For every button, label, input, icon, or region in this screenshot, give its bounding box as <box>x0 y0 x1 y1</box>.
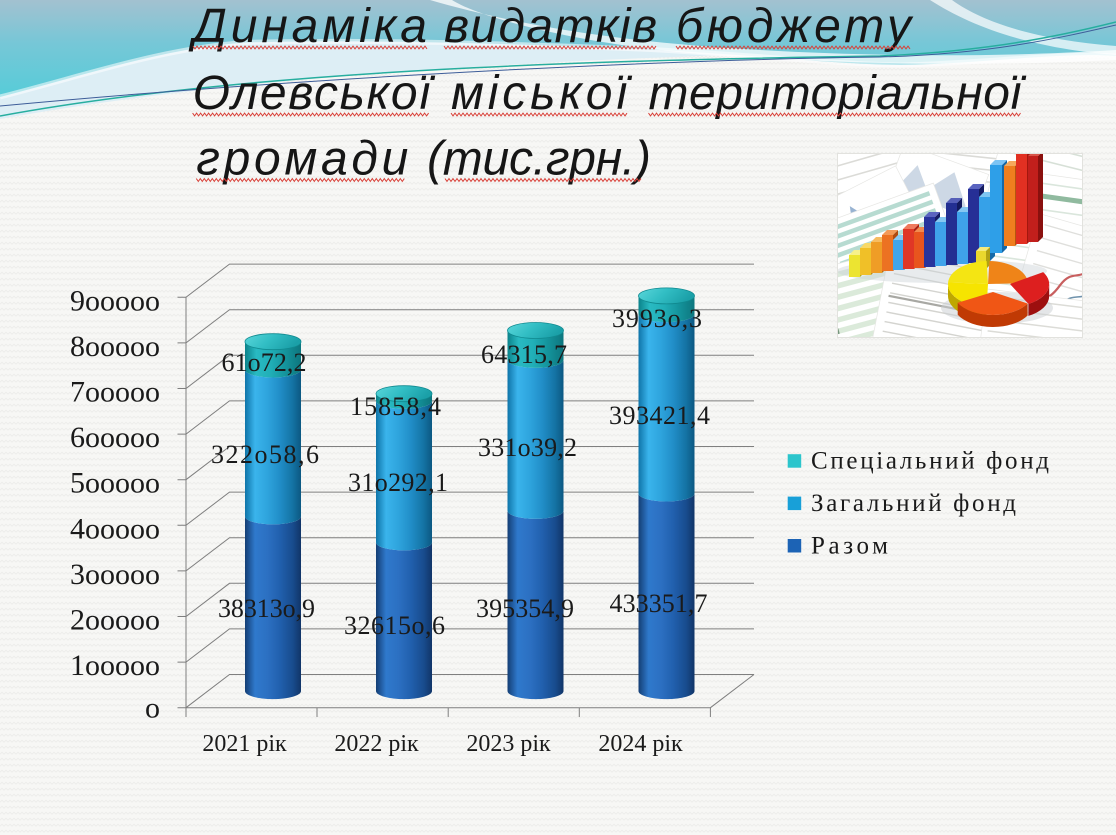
svg-text:331o39,2: 331o39,2 <box>478 433 577 462</box>
svg-text:Разом: Разом <box>811 533 888 560</box>
svg-text:64315,7: 64315,7 <box>481 340 567 369</box>
svg-text:3993o,3: 3993o,3 <box>612 304 702 333</box>
svg-text:4ooooo: 4ooooo <box>70 512 160 545</box>
svg-text:8ooooo: 8ooooo <box>70 330 160 363</box>
svg-text:Олевської: Олевської <box>193 67 436 120</box>
svg-text:61o72,2: 61o72,2 <box>222 348 307 377</box>
svg-text:3ooooo: 3ooooo <box>70 558 160 591</box>
svg-text:395354,9: 395354,9 <box>476 594 574 623</box>
svg-text:(тис.грн.): (тис.грн.) <box>427 133 651 186</box>
svg-text:територіальної: територіальної <box>649 67 1027 120</box>
svg-text:бюджету: бюджету <box>676 0 914 53</box>
svg-text:o: o <box>145 692 160 725</box>
svg-text:5ooooo: 5ooooo <box>70 467 160 500</box>
svg-text:1ooooo: 1ooooo <box>70 649 160 682</box>
svg-text:2023 рік: 2023 рік <box>466 731 551 757</box>
svg-text:38313o,9: 38313o,9 <box>218 594 315 623</box>
svg-text:видатків: видатків <box>444 0 657 53</box>
svg-text:6ooooo: 6ooooo <box>70 421 160 454</box>
svg-text:32615o,6: 32615o,6 <box>344 611 445 640</box>
svg-text:31o292,1: 31o292,1 <box>348 468 448 497</box>
svg-text:433351,7: 433351,7 <box>610 589 708 618</box>
svg-text:2ooooo: 2ooooo <box>70 604 160 637</box>
svg-text:9ooooo: 9ooooo <box>70 284 160 317</box>
svg-text:2021 рік: 2021 рік <box>202 731 287 757</box>
svg-text:2024 рік: 2024 рік <box>598 731 683 757</box>
svg-text:15858,4: 15858,4 <box>350 392 441 421</box>
svg-text:2022 рік: 2022 рік <box>334 731 419 757</box>
svg-text:7ooooo: 7ooooo <box>70 376 160 409</box>
svg-text:Спеціальний фонд: Спеціальний фонд <box>811 448 1049 475</box>
svg-text:громади: громади <box>196 133 408 186</box>
svg-text:322o58,6: 322o58,6 <box>211 440 319 469</box>
svg-text:Динаміка: Динаміка <box>188 0 427 53</box>
svg-text:393421,4: 393421,4 <box>609 401 710 430</box>
svg-text:міської: міської <box>451 67 632 120</box>
svg-text:Загальний фонд: Загальний фонд <box>811 490 1016 517</box>
